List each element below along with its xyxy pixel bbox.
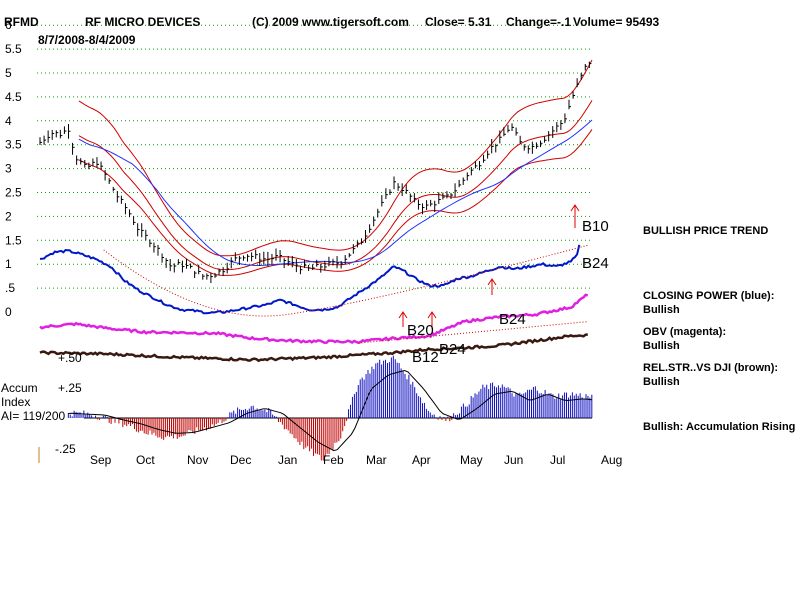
obv-line — [39, 293, 589, 345]
accum-ai: AI= 119/200 — [1, 409, 65, 423]
x-tick-label: Jan — [278, 453, 297, 467]
x-tick-label: Sep — [90, 453, 112, 467]
closing-power-line — [39, 244, 581, 315]
cp-trendline — [103, 244, 589, 317]
signal-label: B24 — [499, 311, 526, 328]
accum-tick: +.50 — [58, 351, 82, 365]
x-tick-label: Oct — [136, 453, 155, 467]
y-tick-label: 4.5 — [5, 90, 22, 104]
x-tick-label: Nov — [187, 453, 208, 467]
volume-value: Volume= 95493 — [573, 15, 659, 29]
date-range: 8/7/2008-8/4/2009 — [38, 33, 136, 47]
x-tick-label: Jul — [550, 453, 565, 467]
rs-value: Bullish — [643, 376, 680, 388]
y-tick-label: 6 — [5, 18, 12, 32]
y-tick-label: 2 — [5, 209, 12, 223]
price-grid — [37, 24, 592, 289]
signal-label: B12 — [412, 349, 439, 366]
rs-label: REL.STR..VS DJI (brown): — [643, 362, 778, 374]
y-tick-label: 1.5 — [5, 233, 22, 247]
y-tick-label: 3.5 — [5, 138, 22, 152]
x-tick-label: Aug — [601, 453, 622, 467]
signal-arrowhead — [427, 311, 437, 319]
relative-strength-line — [39, 333, 588, 363]
y-tick-label: .5 — [5, 281, 15, 295]
symbol: RFMD — [4, 15, 39, 29]
obv-label: OBV (magenta): — [643, 326, 726, 338]
y-tick-label: 1 — [5, 257, 12, 271]
price-bars — [39, 61, 592, 284]
company-name: RF MICRO DEVICES — [85, 15, 200, 29]
mid-band-line — [78, 100, 593, 271]
accum-ma-line — [68, 369, 593, 452]
accum-note: Bullish: Accumulation Rising — [643, 421, 795, 433]
x-tick-label: Jun — [504, 453, 523, 467]
obv-value: Bullish — [643, 340, 680, 352]
y-tick-label: 5 — [5, 66, 12, 80]
long-ma-line — [78, 119, 593, 266]
x-tick-label: Apr — [412, 453, 431, 467]
change-value: Change=-.1 — [506, 15, 571, 29]
signal-label: B10 — [582, 218, 609, 235]
moving-average-bands — [78, 59, 593, 276]
cp-label: CLOSING POWER (blue): — [643, 290, 774, 302]
y-tick-label: 3 — [5, 162, 12, 176]
x-tick-label: Dec — [230, 453, 251, 467]
signal-arrows — [398, 204, 580, 327]
close-value: Close= 5.31 — [425, 15, 492, 29]
x-tick-label: May — [460, 453, 483, 467]
y-tick-label: 5.5 — [5, 42, 22, 56]
copyright: (C) 2009 www.tigersoft.com — [252, 15, 409, 29]
cp-value: Bullish — [643, 304, 680, 316]
accum-title: Index — [1, 395, 30, 409]
signal-arrowhead — [398, 311, 408, 319]
y-tick-label: 2.5 — [5, 186, 22, 200]
y-tick-label: 0 — [5, 305, 12, 319]
upper-band-line — [78, 59, 593, 257]
accumulation-index — [67, 355, 593, 461]
indicator-lines — [39, 244, 589, 363]
signal-label: B24 — [582, 255, 609, 272]
lower-band-line — [78, 129, 593, 276]
x-tick-label: Mar — [366, 453, 387, 467]
accum-title: Accum — [1, 381, 38, 395]
obv-trendline — [358, 321, 589, 344]
accum-tick: -.25 — [55, 442, 76, 456]
month-axis: Sep Oct Nov Dec Jan Feb Mar Apr May Jun Jul Aug — [90, 453, 622, 467]
signal-arrowhead — [570, 204, 580, 212]
y-tick-label: 4 — [5, 114, 12, 128]
x-tick-label: Feb — [323, 453, 344, 467]
signal-label: B20 — [407, 322, 434, 339]
price-trend-label: BULLISH PRICE TREND — [643, 225, 768, 237]
signal-label: B24 — [439, 341, 466, 358]
accum-tick: +.25 — [58, 381, 82, 395]
price-axis: 0 .5 1 1.5 2 2.5 3 3.5 4 4.5 5 5.5 6 — [5, 18, 22, 319]
signal-arrowhead — [487, 278, 497, 286]
